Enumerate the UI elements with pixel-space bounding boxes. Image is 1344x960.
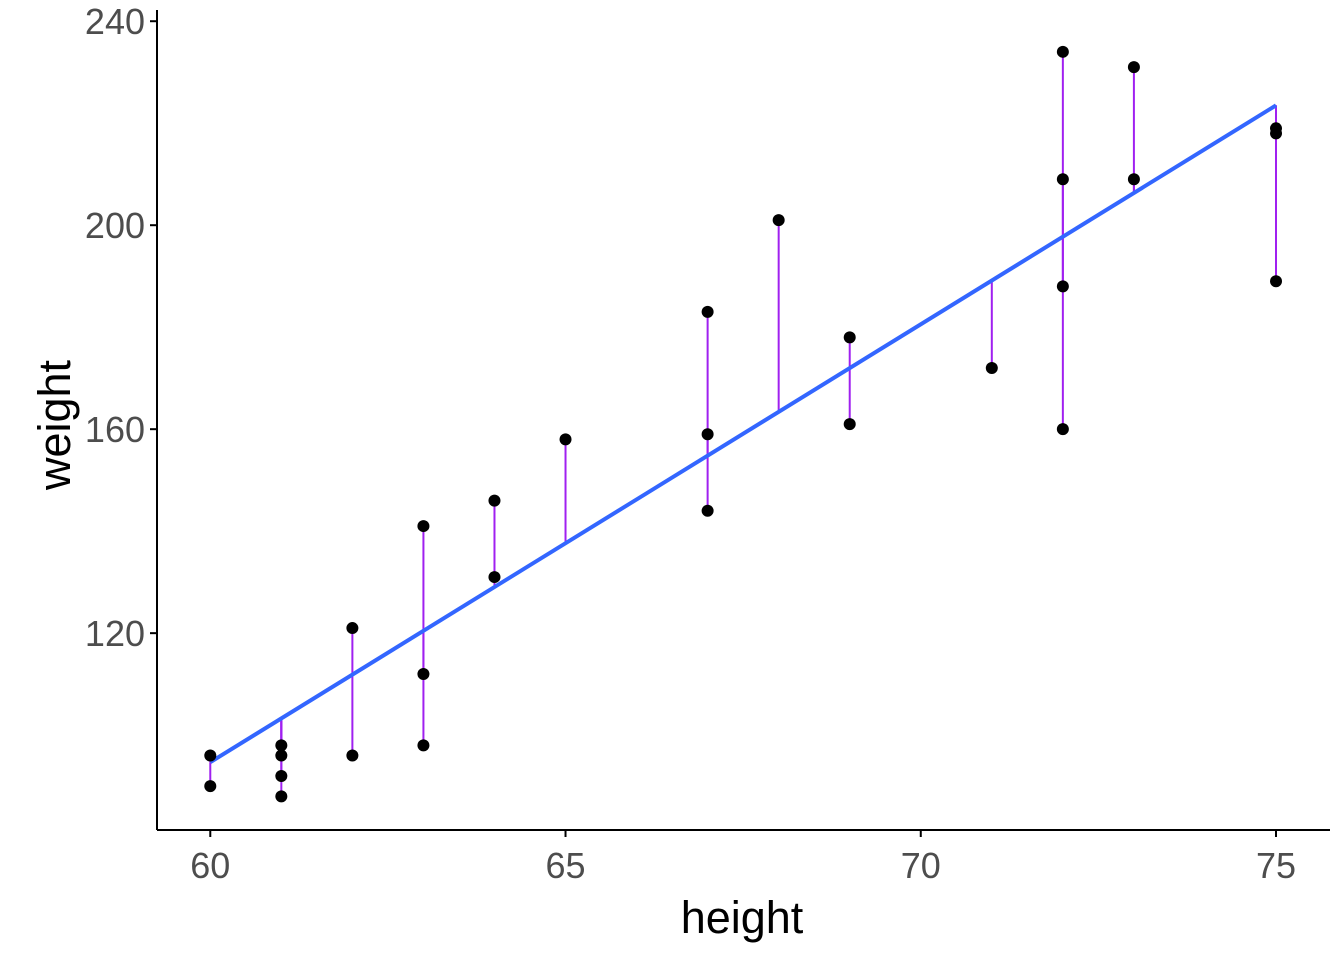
point — [417, 739, 430, 752]
point — [1056, 45, 1069, 58]
point — [204, 780, 217, 793]
y-axis-title: weight — [29, 359, 80, 491]
point — [701, 305, 714, 318]
x-tick-label: 65 — [546, 845, 586, 886]
point — [275, 739, 288, 752]
point — [275, 790, 288, 803]
point — [843, 331, 856, 344]
fit-line — [209, 103, 1278, 764]
y-tick-label: 200 — [85, 205, 145, 246]
point — [275, 769, 288, 782]
x-tick-label: 75 — [1256, 845, 1296, 886]
point — [417, 667, 430, 680]
point — [772, 214, 785, 227]
point — [346, 622, 359, 635]
point — [1270, 275, 1283, 288]
point — [1056, 423, 1069, 436]
x-axis-title: height — [681, 892, 804, 943]
point — [346, 749, 359, 762]
point — [488, 571, 501, 584]
x-tick-label: 60 — [190, 845, 230, 886]
point — [204, 749, 217, 762]
point — [488, 494, 501, 507]
x-tick-label: 70 — [901, 845, 941, 886]
point — [275, 749, 288, 762]
point — [1056, 280, 1069, 293]
point — [559, 433, 572, 446]
point — [1127, 61, 1140, 74]
y-tick-label: 120 — [85, 613, 145, 654]
point — [1127, 173, 1140, 186]
point — [701, 504, 714, 517]
y-tick-label: 160 — [85, 409, 145, 450]
point — [843, 418, 856, 431]
y-tick-label: 240 — [85, 1, 145, 42]
point — [1270, 127, 1283, 140]
point — [1056, 173, 1069, 186]
point — [417, 520, 430, 533]
point — [985, 361, 998, 374]
point — [701, 428, 714, 441]
